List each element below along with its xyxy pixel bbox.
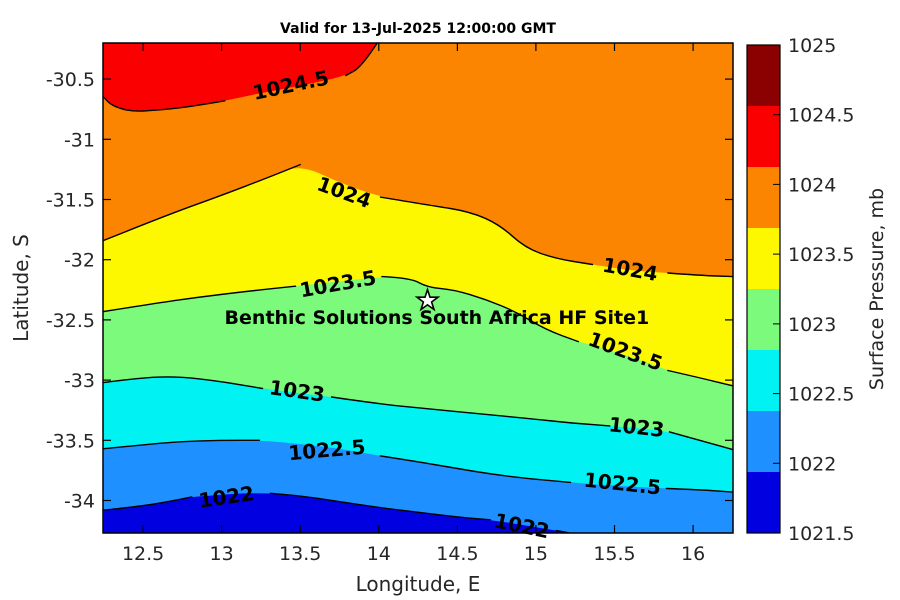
y-tick-label: -33.5 [46,430,95,452]
y-tick-label: -30.5 [46,69,95,91]
contour-lines [103,43,733,533]
y-tick-label: -34 [64,491,95,513]
y-tick-label: -33 [64,370,95,392]
colorbar-segment [747,411,780,473]
contour-line-1023.5 [381,275,580,343]
axis-ticks [103,43,733,533]
contour-line-1022 [555,529,573,533]
colorbar-tick-label: 1024.5 [788,105,854,127]
colorbar-segment [747,228,780,290]
contour-line-1023 [330,396,611,427]
colorbar-axis-label: Surface Pressure, mb [866,188,888,390]
colorbar-segment [747,167,780,229]
contour-line-1023.5 [667,369,733,387]
x-tick-label: 16 [681,543,705,565]
band-red-above-1024.5 [103,43,378,112]
contour-line-1024.5 [103,96,226,112]
contour-line-1024 [667,272,733,278]
contour-label-1023: 1023 [608,412,666,442]
colorbar-tick-label: 1024 [788,174,836,196]
x-tick-label: 13 [210,543,234,565]
contour-line-1024 [379,196,594,266]
colorbar-tick-label: 1022 [788,453,836,475]
contour-line-1022 [269,492,492,521]
chart-title: Valid for 13-Jul-2025 12:00:00 GMT [280,21,556,37]
contour-line-1022.5 [379,455,572,484]
colorbar-tick-label: 1023.5 [788,244,854,266]
x-tick-label: 15.5 [593,543,635,565]
colorbar-segment [747,106,780,168]
x-tick-label: 14 [367,543,391,565]
x-tick-label: 12.5 [122,543,164,565]
tick-labels: 12.5 13 13.5 14 14.5 15 15.5 16 -30.5 -31 -31.5 -32… [46,69,705,565]
colorbar-segment [747,289,780,351]
colorbar: 1025 1024.5 1024 1023.5 1023 1022.5 1022 1021.5… [746,35,888,545]
x-axis-label: Longitude, E [356,572,481,596]
site-label: Benthic Solutions South Africa HF Site1 [225,307,650,329]
x-tick-label: 13.5 [279,543,321,565]
colorbar-tick-label: 1022.5 [788,384,854,406]
contour-line-1023 [103,376,264,390]
y-tick-label: -32 [64,250,95,272]
y-tick-label: -32.5 [46,310,95,332]
contour-line-1024 [103,163,301,242]
x-tick-label: 15 [524,543,548,565]
colorbar-border [746,44,781,534]
colorbar-tick-label: 1023 [788,314,836,336]
x-tick-label: 14.5 [436,543,478,565]
contour-line-1022.5 [103,439,261,450]
contour-line-1023.5 [103,285,297,313]
y-axis-label: Latitude, S [9,234,33,342]
colorbar-segment [747,472,780,534]
contour-line-1022 [103,496,193,511]
colorbar-segment [747,350,780,412]
colorbar-tick-label: 1021.5 [788,523,854,545]
contour-line-1022.5 [665,487,733,493]
colorbar-tick-label: 1025 [788,35,836,57]
contour-line-1023 [668,431,733,451]
contour-bands [103,43,733,533]
site-star-marker-icon [414,287,441,312]
plot-border [102,42,734,534]
colorbar-segment [747,45,780,107]
contour-line-1024.5 [345,43,378,77]
y-tick-label: -31.5 [46,190,95,212]
y-tick-label: -31 [64,129,95,151]
band-darkblue-below-1022 [103,493,570,533]
